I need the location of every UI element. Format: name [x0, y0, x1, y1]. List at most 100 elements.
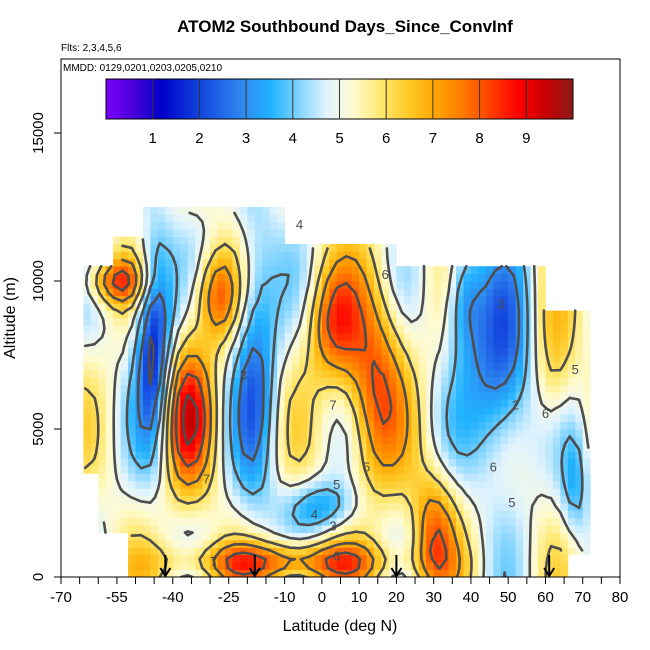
heatmap-cell [366, 451, 375, 459]
heatmap-cell [470, 451, 479, 459]
heatmap-cell [374, 569, 382, 577]
heatmap-cell [336, 258, 345, 267]
heatmap-cell [202, 347, 211, 356]
heatmap-cell [128, 525, 136, 533]
heatmap-cell [582, 451, 591, 459]
heatmap-cell [120, 244, 129, 252]
heatmap-cell [98, 451, 107, 459]
heatmap-cell [150, 288, 159, 297]
heatmap-cell [165, 310, 174, 319]
heatmap-cell [128, 443, 136, 452]
heatmap-cell [269, 384, 278, 393]
heatmap-cell [254, 310, 263, 319]
heatmap-cell [366, 303, 375, 311]
heatmap-cell [165, 480, 174, 489]
heatmap-cell [150, 480, 159, 489]
heatmap-cell [269, 517, 278, 526]
heatmap-cell [456, 421, 464, 430]
heatmap-cell [381, 473, 390, 482]
heatmap-cell [560, 355, 569, 363]
heatmap-cell [485, 540, 494, 548]
heatmap-cell [530, 399, 539, 408]
heatmap-cell [284, 362, 293, 371]
heatmap-cell [366, 525, 375, 533]
heatmap-cell [426, 281, 435, 289]
heatmap-cell [523, 436, 531, 445]
heatmap-cell [292, 362, 300, 371]
heatmap-cell [254, 510, 263, 519]
heatmap-cell [515, 488, 524, 496]
heatmap-cell [508, 547, 517, 556]
heatmap-cell [426, 318, 435, 326]
heatmap-cell [418, 399, 427, 408]
heatmap-cell [411, 347, 420, 356]
heatmap-cell [98, 466, 107, 474]
heatmap-cell [135, 421, 144, 430]
heatmap-cell [478, 295, 487, 304]
heatmap-cell [299, 266, 308, 274]
heatmap-cell [545, 421, 554, 430]
heatmap-cell [90, 414, 99, 422]
heatmap-cell [545, 525, 554, 533]
heatmap-cell [530, 451, 539, 459]
heatmap-cell [508, 458, 517, 467]
heatmap-cell [180, 369, 189, 378]
heatmap-cell [299, 362, 308, 371]
heatmap-cell [426, 562, 435, 570]
heatmap-cell [403, 318, 412, 326]
heatmap-cell [388, 332, 397, 341]
heatmap-cell [187, 281, 196, 289]
heatmap-cell [381, 281, 390, 289]
heatmap-cell [411, 414, 420, 422]
heatmap-cell [202, 532, 211, 541]
heatmap-cell [90, 295, 99, 304]
heatmap-cell [411, 384, 420, 393]
heatmap-cell [277, 436, 285, 445]
heatmap-cell [90, 377, 99, 385]
heatmap-cell [344, 436, 353, 445]
heatmap-cell [403, 517, 412, 526]
heatmap-cell [456, 480, 464, 489]
heatmap-cell [560, 429, 569, 437]
heatmap-cell [493, 525, 502, 533]
heatmap-cell [500, 406, 509, 415]
heatmap-cell [448, 540, 457, 548]
heatmap-cell [157, 236, 166, 245]
heatmap-cell [105, 473, 114, 482]
heatmap-cell [433, 429, 442, 437]
heatmap-cell [567, 495, 576, 504]
heatmap-cell [142, 229, 151, 237]
heatmap-cell [374, 517, 382, 526]
heatmap-cell [463, 384, 472, 393]
heatmap-cell [142, 288, 151, 297]
heatmap-cell [277, 495, 285, 504]
heatmap-cell [172, 517, 181, 526]
heatmap-cell [478, 406, 487, 415]
heatmap-cell [478, 517, 487, 526]
contour-line-9 [181, 393, 199, 446]
heatmap-cell [157, 525, 166, 533]
heatmap-cell [247, 480, 256, 489]
heatmap-cell [500, 281, 509, 289]
heatmap-cell [224, 525, 233, 533]
heatmap-cell [224, 421, 233, 430]
heatmap-cell [262, 392, 271, 400]
heatmap-cell [187, 377, 196, 385]
heatmap-cell [329, 347, 338, 356]
heatmap-cell [120, 310, 129, 319]
heatmap-cell [418, 466, 427, 474]
heatmap-cell [277, 421, 285, 430]
heatmap-cell [403, 488, 412, 496]
heatmap-cell [538, 318, 546, 326]
heatmap-cell [359, 517, 367, 526]
heatmap-cell [351, 340, 360, 348]
heatmap-cell [523, 473, 531, 482]
heatmap-cell [113, 310, 122, 319]
heatmap-cell [500, 303, 509, 311]
heatmap-cell [381, 547, 390, 556]
flight-marker-arrow [543, 555, 556, 578]
heatmap-cell [381, 318, 390, 326]
heatmap-cell [98, 325, 107, 334]
heatmap-cell [157, 251, 166, 260]
